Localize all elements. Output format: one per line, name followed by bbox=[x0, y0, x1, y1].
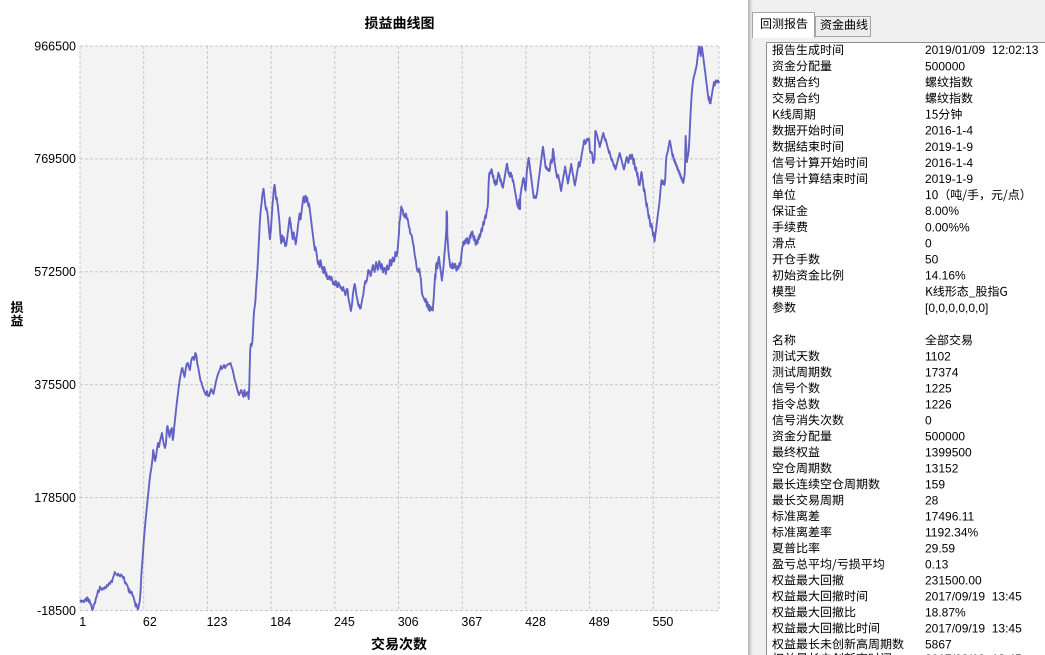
svg-text:1: 1 bbox=[79, 615, 86, 629]
svg-text:50: 50 bbox=[925, 253, 939, 267]
svg-text:1226: 1226 bbox=[925, 397, 952, 411]
svg-text:489: 489 bbox=[589, 615, 610, 629]
svg-text:5867: 5867 bbox=[925, 637, 952, 651]
svg-text:500000: 500000 bbox=[925, 59, 965, 73]
svg-text:159: 159 bbox=[925, 477, 945, 491]
svg-text:14.16%: 14.16% bbox=[925, 269, 966, 283]
svg-text:2016-1-4: 2016-1-4 bbox=[925, 156, 973, 170]
svg-text:550: 550 bbox=[653, 615, 674, 629]
svg-text:62: 62 bbox=[143, 615, 157, 629]
svg-text:0: 0 bbox=[925, 236, 932, 250]
svg-text:966500: 966500 bbox=[34, 39, 76, 53]
svg-text:0.00%%: 0.00%% bbox=[925, 220, 970, 234]
svg-text:29.59: 29.59 bbox=[925, 541, 955, 555]
svg-text:375500: 375500 bbox=[34, 378, 76, 392]
svg-text:0.13: 0.13 bbox=[925, 557, 949, 571]
svg-text:28: 28 bbox=[925, 493, 939, 507]
svg-text:18.87%: 18.87% bbox=[925, 605, 966, 619]
svg-text:178500: 178500 bbox=[34, 491, 76, 505]
svg-text:17374: 17374 bbox=[925, 365, 959, 379]
svg-text:306: 306 bbox=[398, 615, 419, 629]
svg-text:[0,0,0,0,0,0]: [0,0,0,0,0,0] bbox=[925, 301, 988, 315]
svg-text:1225: 1225 bbox=[925, 381, 952, 395]
svg-text:2017/09/19 13:45: 2017/09/19 13:45 bbox=[925, 589, 1022, 603]
svg-text:769500: 769500 bbox=[34, 152, 76, 166]
svg-text:572500: 572500 bbox=[34, 265, 76, 279]
svg-text:1399500: 1399500 bbox=[925, 445, 972, 459]
svg-text:2017/09/19 13:45: 2017/09/19 13:45 bbox=[925, 621, 1022, 635]
svg-text:428: 428 bbox=[525, 615, 546, 629]
svg-text:8.00%: 8.00% bbox=[925, 204, 959, 218]
svg-text:2016-1-4: 2016-1-4 bbox=[925, 124, 973, 138]
svg-text:2019-1-9: 2019-1-9 bbox=[925, 172, 973, 186]
svg-text:245: 245 bbox=[334, 615, 355, 629]
svg-text:13152: 13152 bbox=[925, 461, 959, 475]
svg-text:123: 123 bbox=[207, 615, 228, 629]
svg-text:1102: 1102 bbox=[925, 349, 951, 363]
svg-text:184: 184 bbox=[270, 615, 291, 629]
svg-text:2017/09/19 13:45: 2017/09/19 13:45 bbox=[925, 652, 1022, 655]
svg-text:1192.34%: 1192.34% bbox=[925, 525, 978, 539]
svg-text:231500.00: 231500.00 bbox=[925, 573, 982, 587]
svg-text:500000: 500000 bbox=[925, 429, 965, 443]
svg-text:0: 0 bbox=[925, 413, 932, 427]
svg-text:-18500: -18500 bbox=[37, 604, 76, 618]
svg-text:2019-1-9: 2019-1-9 bbox=[925, 140, 973, 154]
svg-text:367: 367 bbox=[461, 615, 482, 629]
svg-text:2019/01/09 12:02:13: 2019/01/09 12:02:13 bbox=[925, 43, 1039, 57]
svg-text:17496.11: 17496.11 bbox=[925, 509, 974, 523]
